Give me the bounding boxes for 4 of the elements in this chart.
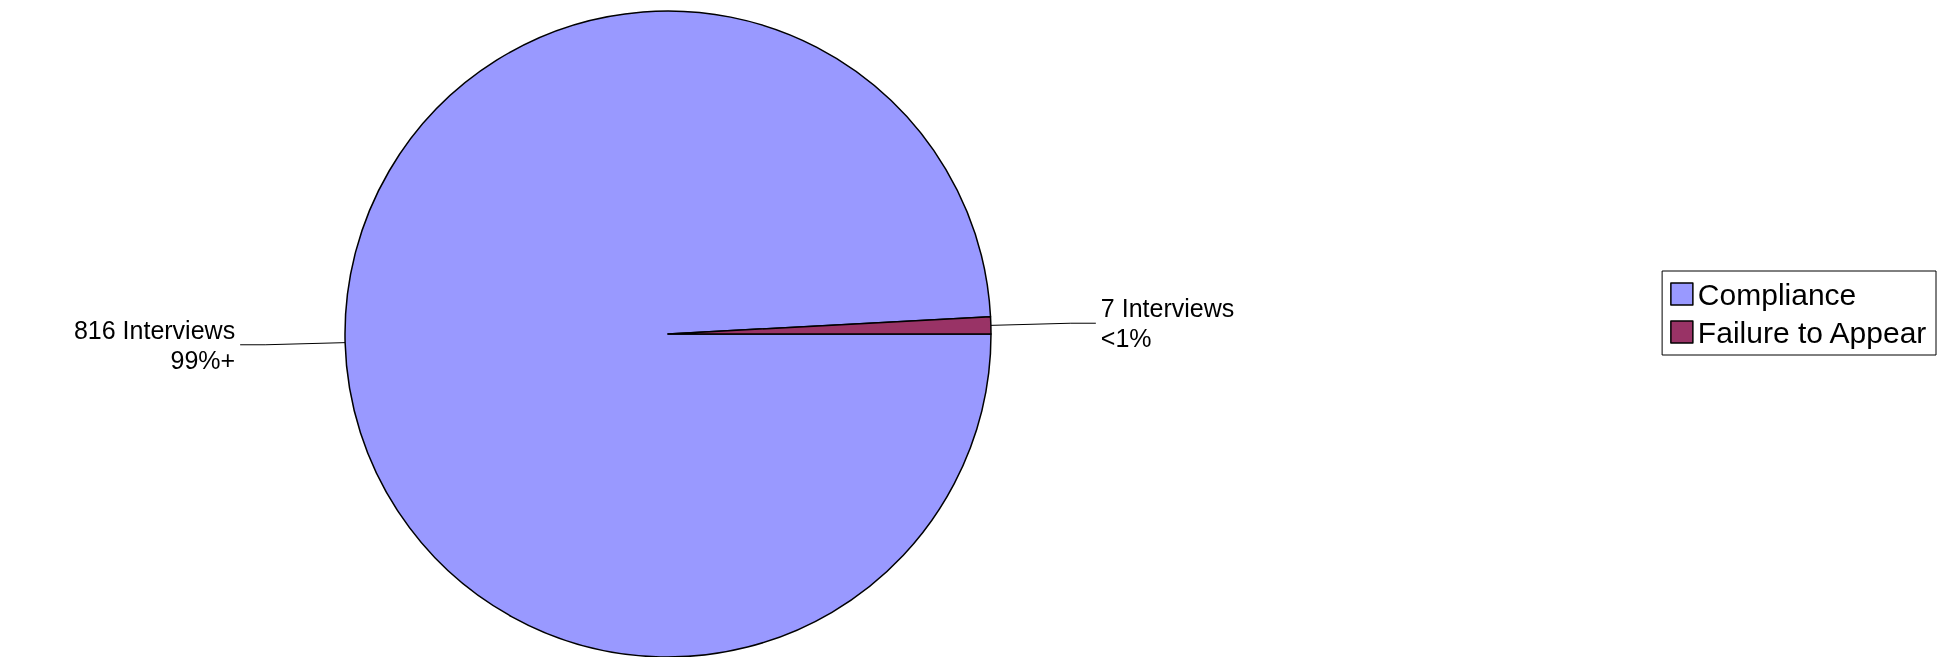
legend-label: Compliance [1697,277,1857,311]
data-label: 7 Interviews <1% [1100,294,1235,353]
data-label: 816 Interviews 99%+ [73,315,236,374]
legend-label: Failure to Appear [1697,315,1927,349]
